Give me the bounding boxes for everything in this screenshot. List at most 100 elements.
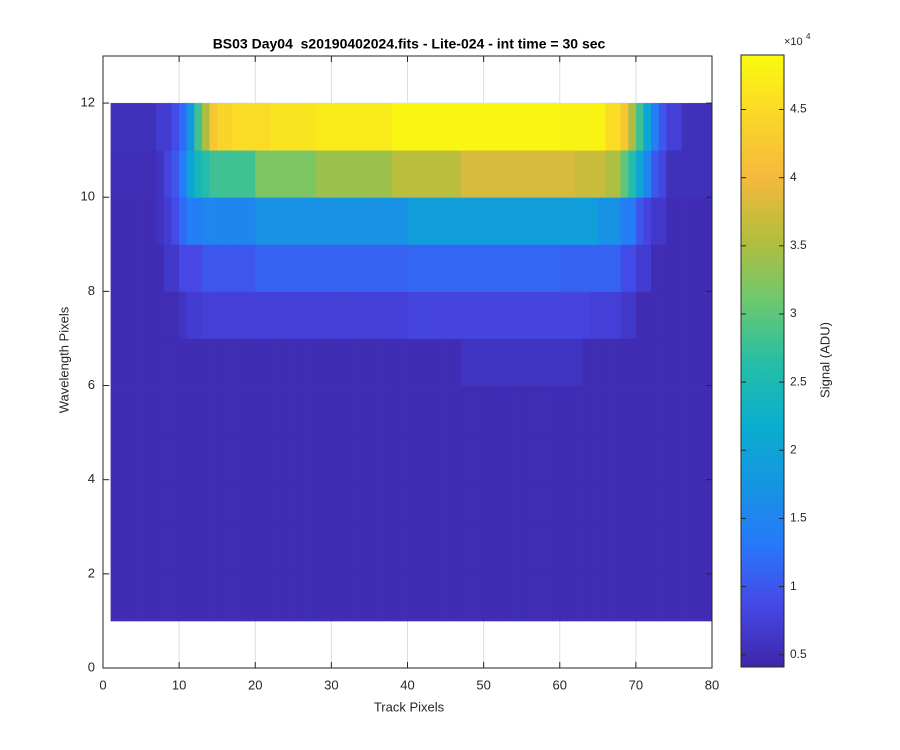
heatmap-cell [308,338,317,386]
heatmap-cell [460,385,469,434]
heatmap-cell [201,338,210,386]
heatmap-cell [148,150,157,198]
heatmap-cell [597,103,606,151]
heatmap-cell [377,291,386,339]
heatmap-cell [643,432,652,481]
heatmap-cell [491,244,500,292]
heatmap-cell [681,103,690,151]
heatmap-cell [544,291,553,339]
heatmap-cell [704,244,713,292]
heatmap-cell [506,103,515,151]
heatmap-cell [605,432,614,481]
heatmap-cell [293,385,302,434]
y-tick-label: 0 [88,659,95,674]
heatmap-cell [285,338,294,386]
heatmap-cell [377,479,386,528]
heatmap-cell [483,150,492,198]
heatmap-cell [354,197,363,245]
heatmap-cell [453,103,462,151]
heatmap-cell [483,573,492,622]
heatmap-cell [689,479,698,528]
heatmap-cell [559,197,568,245]
heatmap-cell [468,338,477,386]
heatmap-cell [445,526,454,575]
heatmap-cell [285,244,294,292]
heatmap-cell [361,197,370,245]
heatmap-cell [506,338,515,386]
heatmap-cell [194,479,203,528]
heatmap-cell [696,150,705,198]
heatmap-cell [156,150,165,198]
heatmap-cell [346,291,355,339]
heatmap-cell [582,244,591,292]
heatmap-cell [201,150,210,198]
heatmap-cell [255,385,264,434]
heatmap-cell [658,385,667,434]
heatmap-cell [399,338,408,386]
heatmap-cell [696,573,705,622]
heatmap-cell [521,291,530,339]
heatmap-cell [521,103,530,151]
heatmap-cell [209,150,218,198]
heatmap-cell [217,244,226,292]
heatmap-cell [483,432,492,481]
heatmap-cell [141,526,150,575]
heatmap-cell [209,103,218,151]
heatmap-cell [544,103,553,151]
heatmap-cell [186,150,195,198]
colorbar-tick-label: 2.5 [790,374,807,388]
heatmap-cell [217,338,226,386]
heatmap-cell [163,244,172,292]
heatmap-cell [110,385,119,434]
heatmap-cell [613,385,622,434]
heatmap-cell [620,338,629,386]
heatmap-cell [574,338,583,386]
heatmap-cell [635,479,644,528]
heatmap-cell [133,338,142,386]
heatmap-cell [377,573,386,622]
heatmap [110,103,713,622]
heatmap-cell [148,526,157,575]
heatmap-cell [247,385,256,434]
heatmap-cell [194,197,203,245]
heatmap-cell [224,338,233,386]
heatmap-cell [377,338,386,386]
heatmap-cell [125,197,134,245]
heatmap-cell [247,432,256,481]
heatmap-cell [415,432,424,481]
heatmap-cell [422,197,431,245]
heatmap-cell [369,150,378,198]
heatmap-cell [689,197,698,245]
heatmap-cell [552,197,561,245]
heatmap-cell [437,150,446,198]
heatmap-cell [217,432,226,481]
heatmap-cell [567,291,576,339]
heatmap-cell [247,479,256,528]
heatmap-cell [658,150,667,198]
heatmap-cell [278,197,287,245]
heatmap-cell [666,338,675,386]
heatmap-cell [658,103,667,151]
heatmap-cell [186,103,195,151]
heatmap-cell [262,432,271,481]
heatmap-cell [628,197,637,245]
heatmap-cell [582,338,591,386]
heatmap-cell [194,526,203,575]
heatmap-cell [476,291,485,339]
heatmap-cell [673,244,682,292]
heatmap-cell [620,385,629,434]
heatmap-cell [529,197,538,245]
heatmap-cell [468,150,477,198]
heatmap-cell [346,197,355,245]
heatmap-cell [696,432,705,481]
heatmap-cell [453,197,462,245]
heatmap-cell [392,385,401,434]
heatmap-cell [430,103,439,151]
heatmap-cell [186,526,195,575]
heatmap-cell [552,338,561,386]
heatmap-cell [361,150,370,198]
heatmap-cell [110,291,119,339]
heatmap-cell [118,338,127,386]
heatmap-cell [491,479,500,528]
heatmap-cell [270,385,279,434]
